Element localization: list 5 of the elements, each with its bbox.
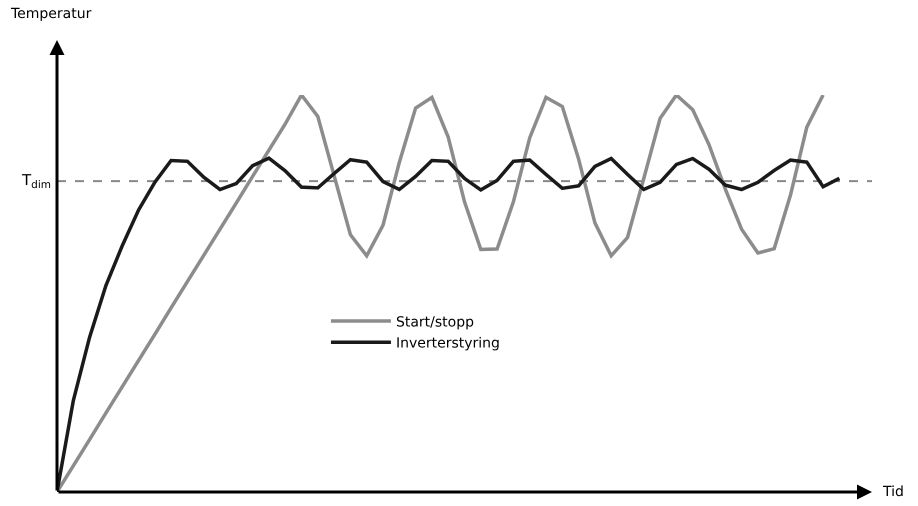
ref-line-label: T$_{dim}$ — [21, 171, 51, 192]
x-axis-title: Tid — [882, 484, 904, 500]
legend-label: Start/stopp — [396, 314, 474, 330]
text: Temperatur — [10, 6, 92, 22]
legend-label: Inverterstyring — [396, 336, 500, 352]
